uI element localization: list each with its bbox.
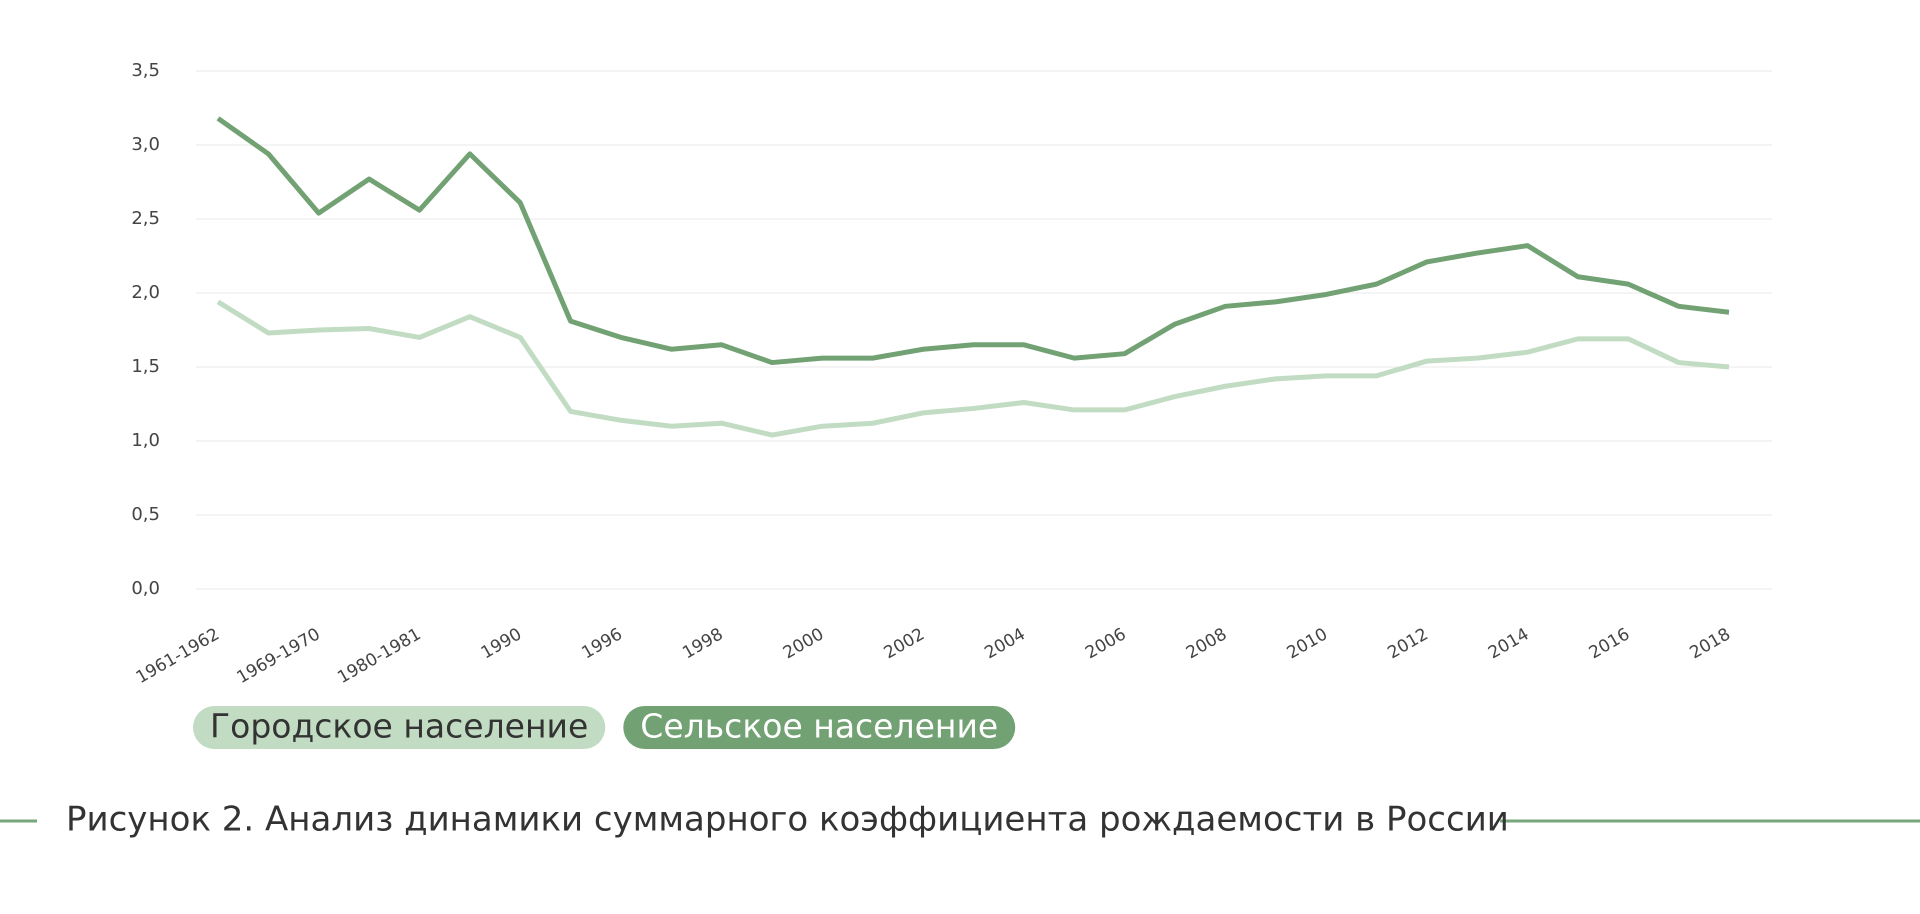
- x-tick-label: 2000: [780, 624, 827, 663]
- x-tick-label: 2004: [981, 624, 1028, 663]
- y-tick-label: 0,0: [131, 578, 160, 599]
- legend-pill: [193, 706, 606, 749]
- x-tick-label: 1980-1981: [334, 624, 424, 688]
- chart-title: Рисунок 2. Анализ динамики суммарного ко…: [66, 800, 1509, 840]
- x-tick-label: 2008: [1183, 624, 1230, 663]
- x-tick-label: 2010: [1284, 624, 1331, 663]
- x-tick-label: 1996: [578, 624, 625, 663]
- legend-label: Сельское население: [640, 707, 998, 746]
- x-tick-label: 2012: [1384, 624, 1431, 663]
- x-tick-label: 2006: [1082, 624, 1129, 663]
- legend-label: Городское население: [210, 707, 588, 746]
- x-tick-label: 1969-1970: [233, 624, 323, 688]
- y-tick-label: 2,5: [131, 208, 160, 229]
- x-tick-label: 2016: [1586, 624, 1633, 663]
- y-tick-label: 1,5: [131, 356, 160, 377]
- x-tick-label: 1990: [478, 624, 525, 663]
- x-tick-label: 2014: [1485, 624, 1532, 663]
- y-tick-label: 2,0: [131, 282, 160, 303]
- y-tick-label: 0,5: [131, 504, 160, 525]
- series-line: [216, 299, 1730, 438]
- y-tick-label: 3,0: [131, 134, 160, 155]
- y-tick-label: 1,0: [131, 430, 160, 451]
- x-tick-label: 1961-1962: [133, 624, 223, 688]
- series-line: [216, 116, 1730, 366]
- x-tick-label: 2002: [881, 624, 928, 663]
- legend-pill: [623, 706, 1016, 749]
- x-tick-label: 2018: [1687, 624, 1734, 663]
- y-tick-label: 3,5: [131, 60, 160, 81]
- x-tick-label: 1998: [679, 624, 726, 663]
